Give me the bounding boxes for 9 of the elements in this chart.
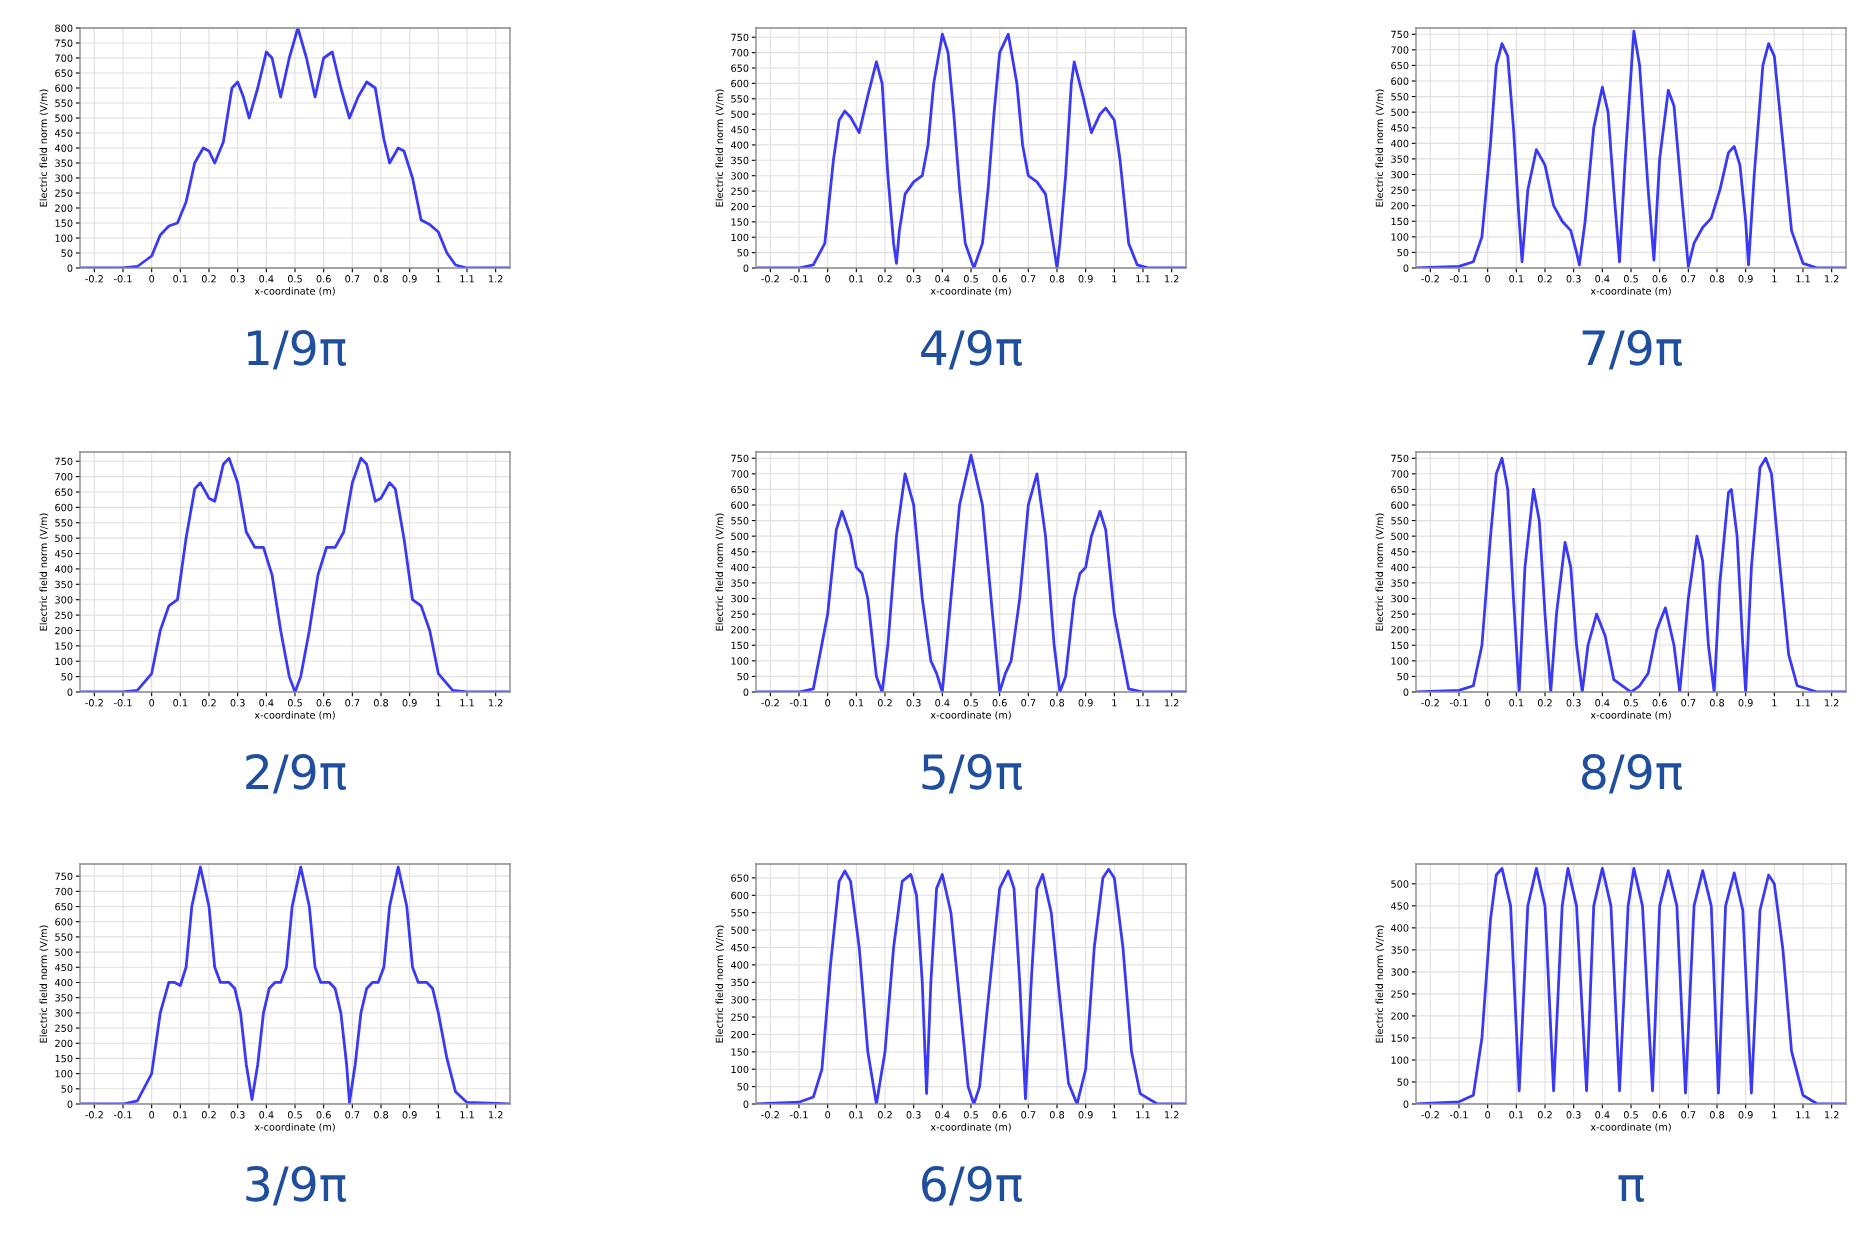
- text: π: [1618, 1175, 1644, 1202]
- text: 2/9π: [246, 753, 346, 794]
- text: 6/9π: [922, 1165, 1022, 1206]
- text: 3/9π: [246, 1165, 346, 1206]
- text: 8/9π: [1581, 753, 1682, 794]
- text: 1/9π: [247, 329, 346, 370]
- text: 4/9π: [921, 329, 1022, 370]
- text: 5/9π: [922, 753, 1022, 794]
- text: 7/9π: [1582, 329, 1682, 370]
